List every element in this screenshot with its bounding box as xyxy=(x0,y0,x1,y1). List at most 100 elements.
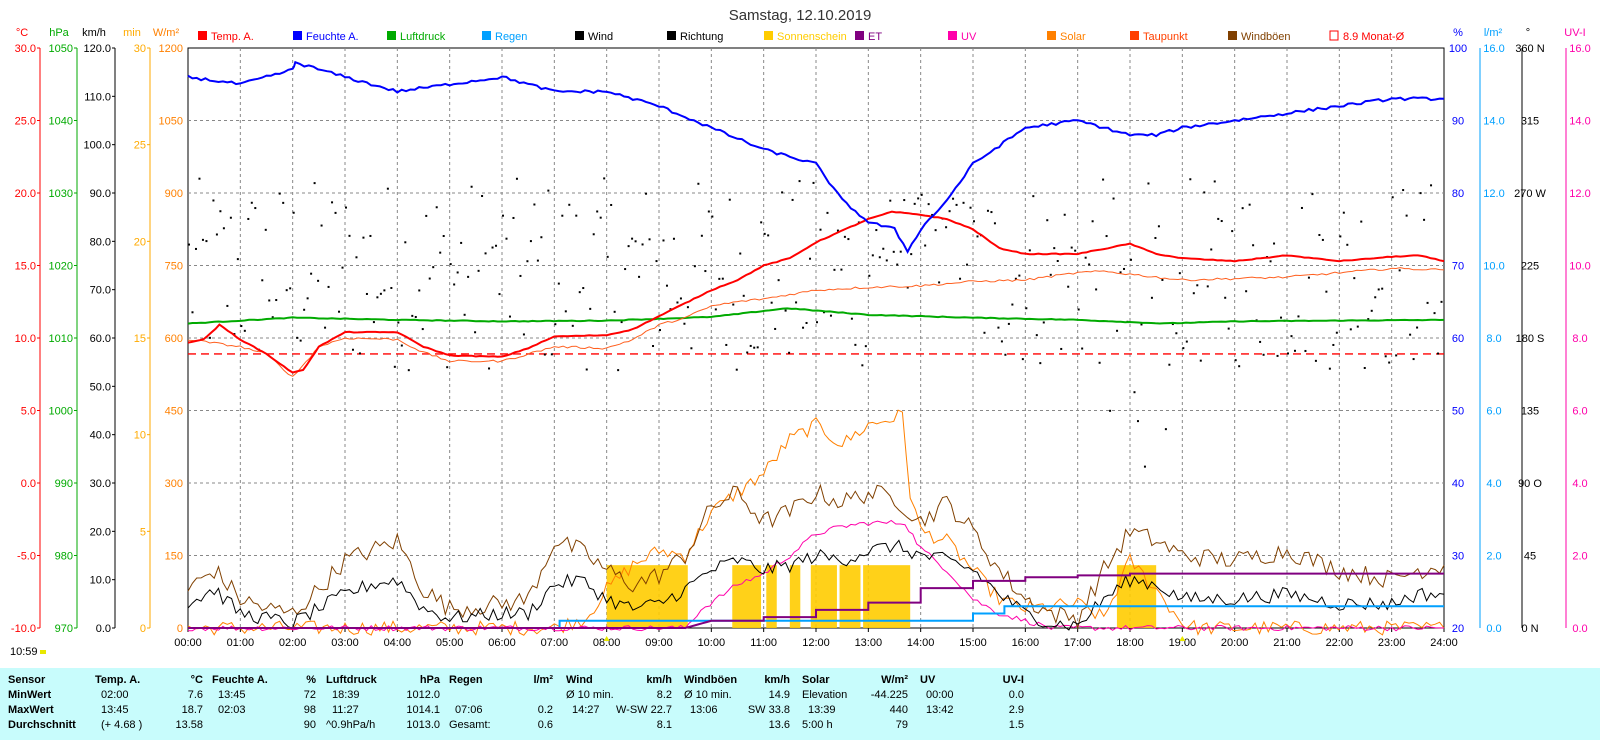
direction-dot xyxy=(850,317,853,320)
stats-unit: W/m² xyxy=(881,674,908,686)
direction-dot xyxy=(1157,225,1160,228)
axis-tick-time: 03:00 xyxy=(331,637,359,649)
direction-dot xyxy=(707,210,710,213)
direction-dot xyxy=(1437,352,1440,355)
direction-dot xyxy=(589,307,592,310)
axis-unit-sunshine: min xyxy=(123,27,141,39)
direction-dot xyxy=(1084,256,1087,259)
direction-dot xyxy=(864,345,867,348)
direction-dot xyxy=(533,203,536,206)
legend-swatch xyxy=(293,31,302,40)
legend: Temp. A. Feuchte A. Luftdruck Regen Wind Rich… xyxy=(198,30,1405,43)
direction-dot xyxy=(502,214,504,217)
direction-dot xyxy=(439,251,442,254)
direction-dot xyxy=(1133,391,1136,394)
direction-dot xyxy=(1060,347,1063,350)
direction-dot xyxy=(1269,260,1272,263)
axis-tick-pressure: 1020 xyxy=(49,261,73,273)
legend-swatch xyxy=(575,31,584,40)
direction-dot xyxy=(1053,247,1056,250)
direction-dot xyxy=(327,285,330,288)
direction-dot xyxy=(896,263,899,266)
direction-dot xyxy=(1416,326,1419,329)
axis-tick-humidity: 70 xyxy=(1452,261,1464,273)
stats-max-time: 13:45 xyxy=(101,704,129,716)
direction-dot xyxy=(1328,367,1331,370)
axis-tick-wind: 20.0 xyxy=(90,526,111,538)
direction-dot xyxy=(840,268,843,271)
legend-swatch xyxy=(855,31,864,40)
direction-dot xyxy=(836,229,839,232)
direction-dot xyxy=(732,303,735,306)
direction-dot xyxy=(645,192,648,195)
direction-dot xyxy=(634,240,637,243)
direction-dot xyxy=(1081,347,1084,350)
direction-dot xyxy=(194,247,197,250)
axis-tick-humidity: 40 xyxy=(1452,478,1464,490)
direction-dot xyxy=(243,329,246,332)
weather-chart: Samstag, 12.10.2019 Temp. A. Feuchte A. Lu… xyxy=(10,7,1591,649)
stats-min: 8.2 xyxy=(656,689,672,701)
direction-dot xyxy=(1360,220,1363,223)
direction-dot xyxy=(275,299,278,302)
direction-dot xyxy=(1119,271,1122,274)
direction-dot xyxy=(700,234,703,237)
direction-dot xyxy=(672,237,675,240)
direction-dot xyxy=(659,329,661,332)
direction-dot xyxy=(1307,276,1310,279)
direction-dot xyxy=(917,197,920,200)
direction-dot xyxy=(400,344,403,347)
axis-tick-humidity: 20 xyxy=(1452,623,1464,635)
direction-dot xyxy=(627,245,630,248)
direction-dot xyxy=(282,201,285,204)
direction-dot xyxy=(1088,263,1091,266)
direction-dot xyxy=(568,203,571,206)
direction-dot xyxy=(1011,303,1014,306)
direction-dot xyxy=(1314,359,1317,362)
et-line xyxy=(188,572,1444,629)
direction-dot xyxy=(753,346,756,349)
direction-dot xyxy=(575,214,578,217)
direction-dot xyxy=(208,336,211,339)
direction-dot xyxy=(1199,359,1202,362)
direction-dot xyxy=(561,214,564,217)
direction-dot xyxy=(1248,203,1251,206)
direction-dot xyxy=(697,182,700,185)
direction-dot xyxy=(910,253,913,256)
direction-dot xyxy=(508,315,511,318)
direction-dot xyxy=(767,234,770,237)
direction-dot xyxy=(1102,178,1105,181)
direction-dot xyxy=(1224,296,1227,299)
direction-dot xyxy=(247,217,250,220)
stats-unit: UV-I xyxy=(1002,674,1024,686)
direction-dot xyxy=(1231,230,1234,233)
axis-tick-solar: 0 xyxy=(177,623,183,635)
axis-tick-pressure: 1010 xyxy=(49,333,73,345)
axis-tick-temp: 5.0 xyxy=(21,406,36,418)
axis-unit-pressure: hPa xyxy=(49,27,69,39)
direction-dot xyxy=(1335,331,1338,334)
legend-swatch xyxy=(387,31,396,40)
direction-dot xyxy=(505,237,508,240)
direction-dot xyxy=(369,234,372,237)
solar-line xyxy=(187,409,1445,636)
legend-swatch xyxy=(1047,31,1056,40)
direction-dot xyxy=(1297,315,1300,318)
time-marker xyxy=(603,636,610,641)
direction-dot xyxy=(1346,243,1349,246)
direction-dot xyxy=(1140,323,1143,326)
stats-avg-label: 5:00 h xyxy=(802,719,833,731)
axis-tick-wind: 120.0 xyxy=(83,43,111,55)
current-time-value: 10:59 xyxy=(10,646,38,658)
legend-swatch xyxy=(948,31,957,40)
direction-dot xyxy=(191,311,194,314)
legend-label: ET xyxy=(868,31,882,43)
direction-dot xyxy=(432,266,435,269)
stats-unit: °C xyxy=(190,674,203,686)
direction-dot xyxy=(892,250,895,253)
direction-dot xyxy=(1210,248,1213,251)
direction-dot xyxy=(376,296,379,299)
stats-row-label: Durchschnitt xyxy=(8,719,76,731)
axis-tick-time: 07:00 xyxy=(541,637,569,649)
direction-dot xyxy=(481,195,484,198)
